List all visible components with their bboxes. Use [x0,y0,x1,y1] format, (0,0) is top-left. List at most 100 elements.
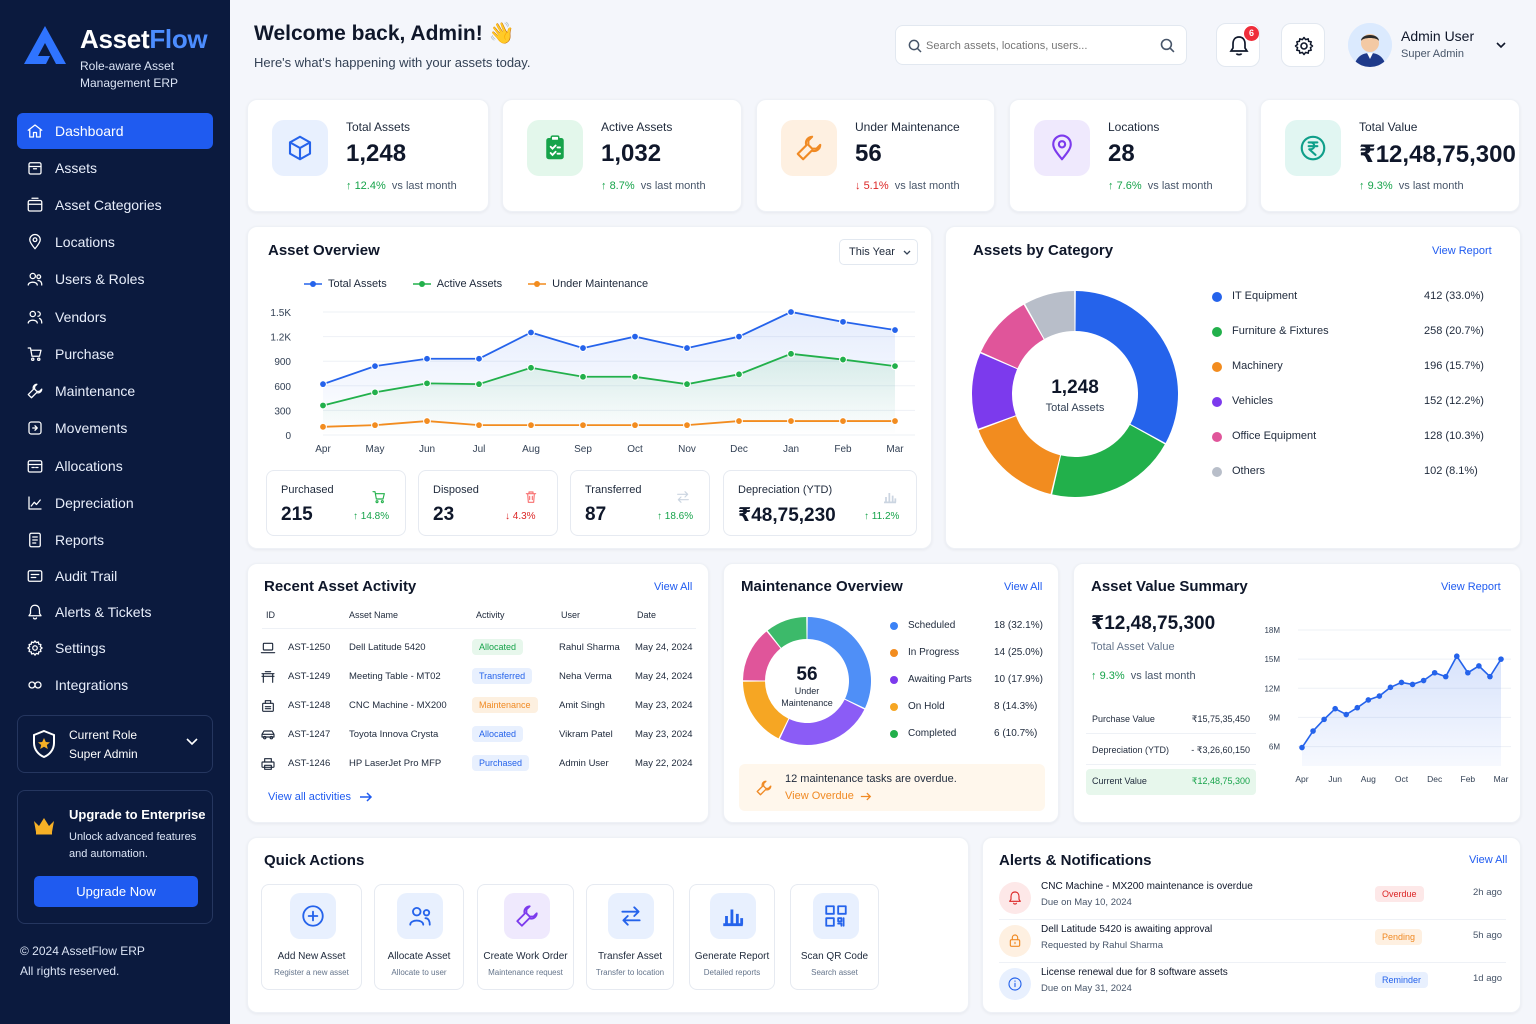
sidebar-item-audit-trail[interactable]: Audit Trail [17,559,213,593]
x-tick-label: Oct [627,444,643,455]
stat-card-total-value: Total Value ₹12,48,75,300 ↑ 9.3% vs last… [1260,99,1520,212]
maintenance-legend-item: Scheduled 18 (32.1%) [890,619,1045,633]
stat-card-active-assets: Active Assets 1,032 ↑ 8.7% vs last month [502,99,742,212]
sidebar-item-alerts-tickets[interactable]: Alerts & Tickets [17,595,213,629]
quick-action-create-work-order[interactable]: Create Work Order Maintenance request [477,884,574,990]
role-switcher[interactable]: Current Role Super Admin [17,715,213,773]
table-header-cell: ID [266,610,275,620]
donut-slice [978,416,1061,495]
sidebar-item-movements[interactable]: Movements [17,411,213,445]
shield-icon [32,730,56,758]
table-icon [260,669,276,685]
alert-time: 1d ago [1473,973,1503,984]
donut-slice [1025,291,1075,339]
donut-slice [779,699,865,745]
sidebar-item-maintenance[interactable]: Maintenance [17,374,213,408]
legend-swatch [890,730,898,738]
view-report-link[interactable]: View Report [1432,245,1492,257]
stat-delta: ↑ 7.6% vs last month [1108,180,1213,192]
data-point [631,372,639,381]
sidebar-item-users-roles[interactable]: Users & Roles [17,262,213,296]
notifications-button[interactable]: 6 [1216,23,1260,67]
table-row[interactable]: AST-1249 Meeting Table - MT02 Transferre… [248,667,710,693]
stat-card-locations: Locations 28 ↑ 7.6% vs last month [1009,99,1247,212]
sidebar-item-integrations[interactable]: Integrations [17,668,213,702]
transfer-icon [608,893,654,939]
alert-item[interactable]: CNC Machine - MX200 maintenance is overd… [999,878,1506,920]
sidebar-item-asset-categories[interactable]: Asset Categories [17,188,213,222]
quick-action-allocate-asset[interactable]: Allocate Asset Allocate to user [374,884,464,990]
view-all-activities-link[interactable]: View all activities [268,791,373,803]
data-point [1343,711,1350,718]
cart-icon [25,344,45,364]
sidebar-item-locations[interactable]: Locations [17,225,213,259]
table-row[interactable]: AST-1248 CNC Machine - MX200 Maintenance… [248,696,710,722]
period-select[interactable]: This Year [839,239,918,265]
table-row[interactable]: AST-1246 HP LaserJet Pro MFP Purchased A… [248,754,710,780]
table-row[interactable]: AST-1250 Dell Latitude 5420 Allocated Ra… [248,638,710,664]
settings-button[interactable] [1281,23,1325,67]
sidebar-item-depreciation[interactable]: Depreciation [17,486,213,520]
donut-slice [1052,424,1165,497]
home-icon [25,121,45,141]
page-title: Welcome back, Admin! 👋 [254,22,515,45]
donut-slice [743,681,789,739]
data-point [319,401,327,410]
alert-item[interactable]: License renewal due for 8 software asset… [999,964,1506,1004]
divider [1086,764,1256,765]
data-point [423,417,431,425]
cart-icon [371,489,387,505]
data-point [839,417,847,425]
alert-item[interactable]: Dell Latitude 5420 is awaiting approval … [999,921,1506,963]
sidebar-item-settings[interactable]: Settings [17,631,213,665]
table-row[interactable]: AST-1247 Toyota Innova Crysta Allocated … [248,725,710,751]
data-point [475,421,483,430]
legend-swatch [1212,397,1222,407]
user-menu[interactable]: Admin User Super Admin [1348,23,1510,67]
sidebar-item-allocations[interactable]: Allocations [17,449,213,483]
alert-badge: Overdue [1375,886,1424,902]
transfer-icon [675,489,691,505]
legend-swatch [890,622,898,630]
quick-action-scan-qr-code[interactable]: Scan QR Code Search asset [790,884,879,990]
alerts-view-all-link[interactable]: View All [1469,854,1508,866]
search-input[interactable] [926,35,1146,57]
mini-stat-delta: ↑ 11.2% [864,511,900,522]
y-tick-label: 18M [1264,626,1280,635]
clipboard-check-icon [527,120,583,176]
category-legend-item: Office Equipment 128 (10.3%) [1212,429,1487,445]
quick-action-transfer-asset[interactable]: Transfer Asset Transfer to location [586,884,674,990]
y-tick-label: 9M [1269,713,1280,722]
view-overdue-link[interactable]: View Overdue [785,790,872,802]
integrations-icon [25,675,45,695]
sidebar-item-vendors[interactable]: Vendors [17,300,213,334]
data-point [1487,673,1493,680]
legend-swatch [1212,467,1222,477]
sidebar-item-purchase[interactable]: Purchase [17,337,213,371]
stat-value: 1,032 [601,140,662,167]
quick-action-add-new-asset[interactable]: Add New Asset Register a new asset [261,884,362,990]
search-submit-icon[interactable] [1160,38,1175,53]
assets-by-category-card: Assets by Category View Report 1,248 Tota… [945,226,1521,549]
divider [262,628,696,629]
sidebar-item-label: Users & Roles [55,271,145,287]
mini-stat-purchased: Purchased 215 ↑ 14.8% [266,470,406,536]
sidebar-item-assets[interactable]: Assets [17,151,213,185]
sidebar-item-dashboard[interactable]: Dashboard [17,113,213,149]
legend-swatch [1212,432,1222,442]
recent-activity-title: Recent Asset Activity [264,578,417,595]
value-summary-view-report-link[interactable]: View Report [1441,581,1501,593]
y-tick-label: 1.2K [270,333,291,344]
wrench-icon [25,381,45,401]
maintenance-view-all-link[interactable]: View All [1004,581,1043,593]
sidebar-item-label: Asset Categories [55,197,162,213]
data-point [423,379,431,388]
x-tick-label: Feb [1461,774,1476,784]
sidebar-item-reports[interactable]: Reports [17,523,213,557]
printer-icon [260,756,276,772]
recent-view-all-link[interactable]: View All [654,581,693,593]
quick-action-generate-report[interactable]: Generate Report Detailed reports [689,884,775,990]
alert-badge: Reminder [1375,972,1429,988]
upgrade-now-button[interactable]: Upgrade Now [34,876,198,907]
data-point [1365,697,1372,703]
